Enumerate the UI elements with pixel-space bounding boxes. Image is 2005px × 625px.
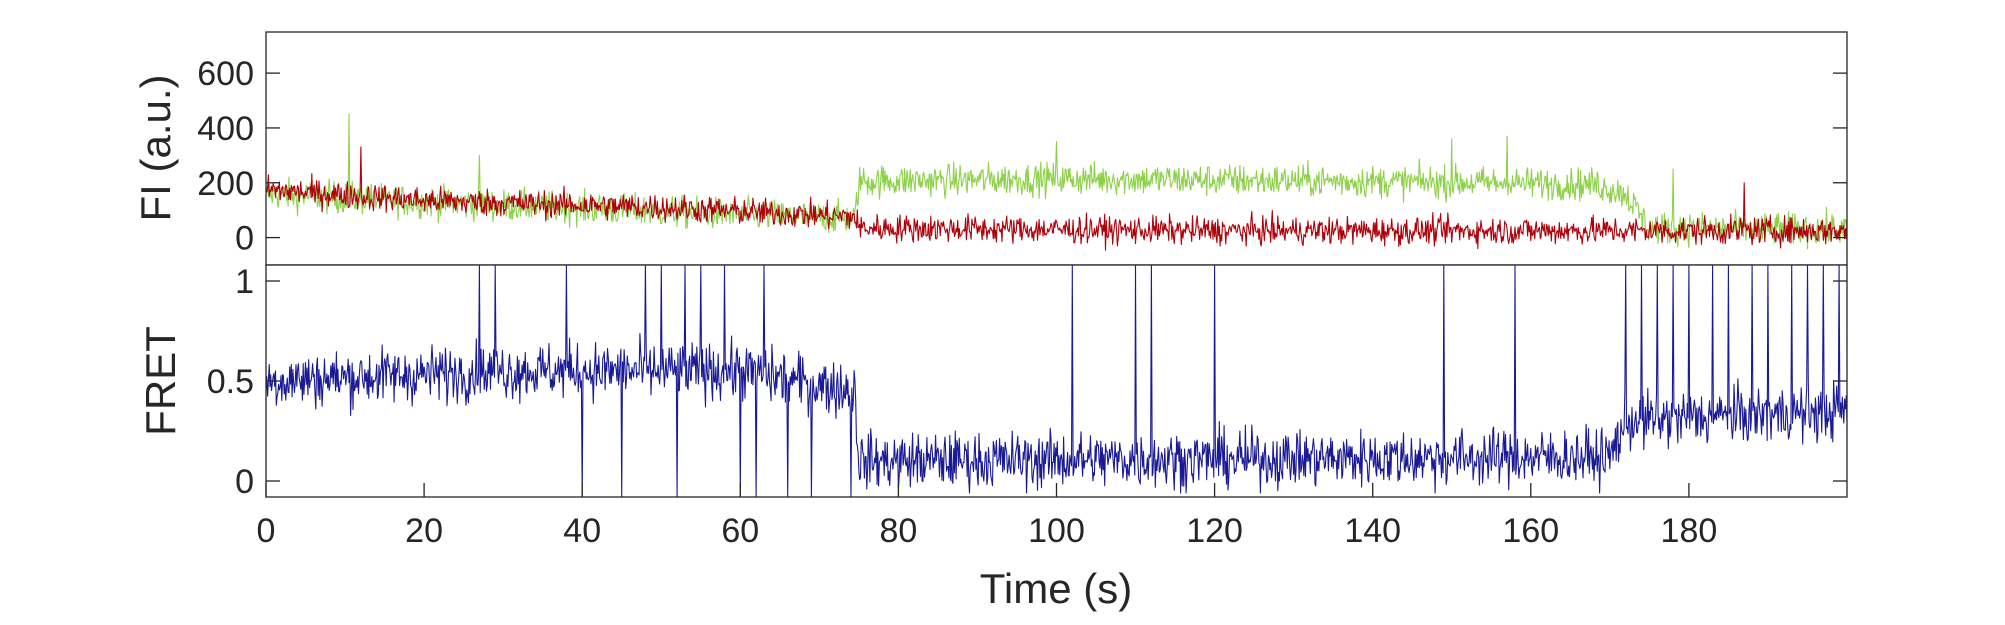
intensity-series-group: [265, 113, 1848, 251]
time-xtick-label: 160: [1502, 512, 1559, 550]
fret-y-ticks: 00.51: [207, 263, 1847, 501]
time-xtick-label: 60: [721, 512, 759, 550]
time-xtick-label: 0: [257, 512, 276, 550]
time-xtick-label: 140: [1344, 512, 1401, 550]
intensity-ytick-label: 0: [235, 220, 254, 258]
time-x-axis-label: Time (s): [980, 565, 1132, 612]
time-xtick-label: 20: [405, 512, 443, 550]
fret-series-0-line: [265, 264, 1848, 498]
fret-ytick-label: 1: [235, 263, 254, 301]
fret-ytick-label: 0.5: [207, 363, 254, 401]
fret-ytick-label: 0: [235, 463, 254, 501]
time-xtick-label: 40: [563, 512, 601, 550]
intensity-y-axis-label: FI (a.u.): [132, 74, 179, 221]
time-xtick-label: 100: [1028, 512, 1085, 550]
intensity-ytick-label: 400: [197, 110, 254, 148]
intensity-series-0-line: [265, 113, 1848, 250]
time-xtick-label: 120: [1186, 512, 1243, 550]
intensity-panel: 0 200 400 600 FI (a.u.): [132, 31, 1848, 266]
intensity-y-ticks: 0 200 400 600: [197, 55, 1847, 258]
time-x-ticks: 0 20 40 60 80 100 120 140 160 180: [257, 483, 1718, 550]
intensity-ytick-label: 600: [197, 55, 254, 93]
intensity-series-1-line: [265, 146, 1848, 251]
fret-y-axis-label: FRET: [137, 326, 184, 436]
fret-panel: 00.51 0 20 40 60 80 100 120 140 160 180 FRET Time…: [137, 263, 1848, 612]
fret-series-group: [265, 264, 1848, 498]
time-xtick-label: 80: [879, 512, 917, 550]
time-xtick-label: 180: [1661, 512, 1718, 550]
intensity-ytick-label: 200: [197, 165, 254, 203]
